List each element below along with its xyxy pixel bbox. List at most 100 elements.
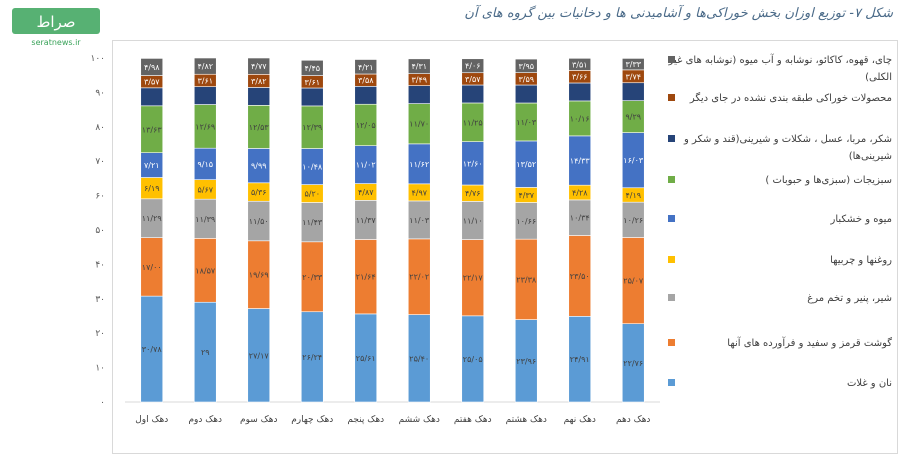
data-label: ۳/۶۶ [572,73,588,82]
data-label: ۹/۲۹ [625,113,641,122]
legend-label: سبزیجات (سبزی‌ها و حبوبات ) [765,175,892,186]
legend-swatch [668,379,675,386]
x-tick-label: دهک نهم [564,415,596,425]
legend-item: شکر، مربا، عسل ، شکلات و شیرینی(قند و شک… [668,131,892,165]
bar-segment [568,58,592,71]
x-tick-label: دهک ششم [399,415,440,425]
logo-main-text: صراط [36,13,75,31]
legend-swatch [668,56,675,63]
data-label: ۶/۱۹ [144,184,160,193]
x-tick-label: دهک دهم [616,415,650,425]
data-label: ۱۱/۳۹ [195,215,215,224]
data-label: ۴/۴۵ [304,64,320,73]
data-label: ۴/۹۷ [411,188,427,197]
x-tick-label: دهک چهارم [291,415,333,425]
y-tick-label: ۴۰ [95,260,105,270]
legend-item: شیر، پنیر و تخم مرغ [668,290,892,307]
logo-site-text: seratnews.ir [31,38,81,47]
data-label: ۳/۹۵ [518,62,534,71]
data-label: ۳/۵۸ [358,76,374,85]
bar-segment [621,82,645,101]
data-label: ۲۰/۳۳ [302,273,323,282]
data-label: ۱۸/۵۷ [195,266,216,275]
bar-segment [354,59,378,75]
data-label: ۲۵/۰۷ [623,277,644,286]
chart-frame [112,40,898,454]
data-label: ۱۱/۵۰ [249,217,269,226]
data-label: ۴/۲۱ [358,63,374,72]
bar-segment [247,57,271,75]
data-label: ۳/۶۱ [304,78,320,87]
x-tick-label: دهک پنجم [347,415,384,425]
data-label: ۳/۸۲ [251,77,267,86]
bar-segment [140,87,164,107]
bar-segment [407,58,431,74]
legend-label: چای، قهوه، کاکائو، نوشابه و آب میوه (نوش… [668,55,892,83]
legend-label: میوه و خشکبار [830,214,892,225]
legend-label: نان و غلات [847,378,892,389]
data-label: ۴/۸۲ [197,62,213,71]
data-label: ۱۳/۵۲ [516,160,536,169]
data-label: ۱۱/۰۳ [516,118,537,127]
data-label: ۱۶/۰۳ [623,156,644,165]
y-tick-label: ۱۰۰ [90,54,105,64]
data-label: ۱۰/۱۶ [570,114,590,123]
data-label: ۲۵/۰۵ [463,355,483,364]
legend-swatch [668,176,675,183]
x-tick-label: دهک هشتم [506,415,547,425]
data-label: ۱۷/۰۰ [142,263,162,272]
y-tick-label: ۹۰ [95,88,105,98]
data-label: ۷/۲۱ [144,161,160,170]
data-label: ۴/۲۸ [572,189,588,198]
data-label: ۱۱/۰۳ [409,216,430,225]
legend-item: گوشت قرمز و سفید و فرآورده های آنها [668,335,892,352]
y-tick-label: ۰ [100,398,105,408]
data-label: ۹/۹۹ [251,162,267,171]
legend-item: سبزیجات (سبزی‌ها و حبوبات ) [668,172,892,189]
data-label: ۵/۲۰ [304,190,320,199]
bar-segment [300,87,324,107]
data-label: ۳/۵۷ [465,75,481,84]
data-label: ۲۲/۱۷ [463,274,484,283]
y-tick-label: ۷۰ [95,157,105,167]
bar-segment [621,58,645,71]
legend-swatch [668,215,675,222]
data-label: ۲۳/۹۶ [516,357,536,366]
legend-label: گوشت قرمز و سفید و فرآورده های آنها [727,338,892,349]
data-label: ۱۱/۴۳ [302,218,323,227]
data-label: ۴/۳۷ [518,191,534,200]
bar-segment [193,86,217,105]
data-label: ۱۱/۱۰ [463,216,483,225]
legend-label: شکر، مربا، عسل ، شکلات و شیرینی(قند و شک… [683,134,892,162]
y-tick-label: ۶۰ [95,192,105,202]
data-label: ۱۱/۳۷ [356,216,377,225]
data-label: ۱۰/۲۶ [623,216,643,225]
data-label: ۲۹ [201,348,210,357]
legend-label: روغنها و چربیها [830,255,892,266]
data-label: ۴/۳۱ [411,62,427,71]
data-label: ۲۲/۷۶ [623,359,643,368]
y-tick-label: ۸۰ [95,123,105,133]
data-label: ۴/۱۹ [625,191,641,200]
bar-segment [461,58,485,74]
legend-item: میوه و خشکبار [668,211,892,228]
data-label: ۴/۸۷ [358,188,374,197]
data-label: ۱۲/۰۵ [356,121,376,130]
legend-swatch [668,135,675,142]
data-label: ۵/۳۶ [251,188,267,197]
data-label: ۳/۴۹ [411,76,427,85]
bar-segment [193,57,217,75]
data-label: ۱۴/۳۳ [570,157,591,166]
legend-swatch [668,339,675,346]
y-tick-label: ۳۰ [95,295,105,305]
x-tick-label: دهک سوم [240,415,277,425]
legend-swatch [668,294,675,301]
bar-segment [568,82,592,102]
data-label: ۱۲/۶۹ [195,122,215,131]
y-tick-label: ۱۰ [95,364,105,374]
data-label: ۳۰/۷۸ [142,345,163,354]
data-label: ۲۵/۴۰ [409,354,429,363]
bar-segment [247,87,271,106]
data-label: ۳/۵۱ [572,60,588,69]
